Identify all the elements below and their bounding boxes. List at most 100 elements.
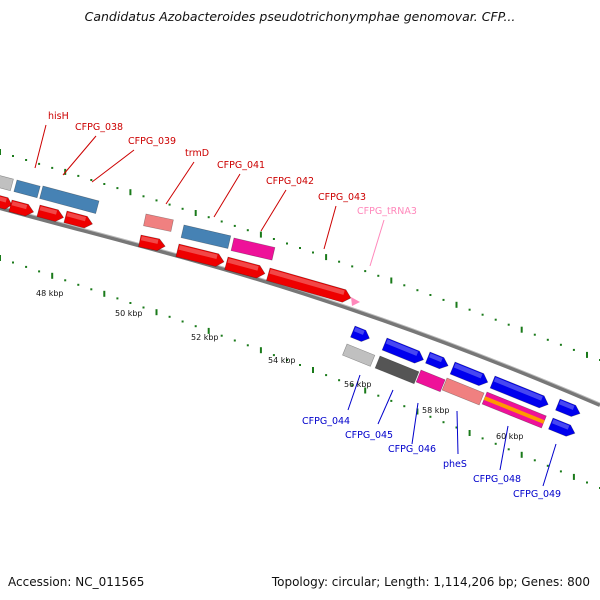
minor-tick xyxy=(455,426,458,429)
major-tick xyxy=(207,327,210,334)
gene-arrow xyxy=(425,351,449,370)
minor-tick xyxy=(299,364,301,366)
major-tick xyxy=(416,408,419,415)
gene-label[interactable]: CFPG_041 xyxy=(217,160,265,171)
gene-label[interactable]: trmD xyxy=(185,148,209,159)
minor-tick xyxy=(181,320,184,323)
gene-label[interactable]: CFPG_044 xyxy=(302,416,350,427)
major-tick xyxy=(0,149,1,155)
minor-tick xyxy=(481,437,484,440)
minor-tick xyxy=(207,216,210,219)
minor-tick xyxy=(12,155,14,157)
gene-arrow xyxy=(350,325,370,342)
minor-tick xyxy=(246,229,249,232)
gene-label[interactable]: CFPG_048 xyxy=(473,474,521,485)
minor-tick xyxy=(272,238,275,240)
leader-line xyxy=(34,124,47,169)
minor-tick xyxy=(481,313,484,316)
leader-line xyxy=(165,161,195,205)
minor-tick xyxy=(246,344,249,347)
major-tick xyxy=(390,277,393,284)
leader-line xyxy=(91,149,135,183)
gene-box xyxy=(230,237,276,261)
leader-line xyxy=(213,173,241,218)
minor-tick xyxy=(12,261,14,264)
leader-line xyxy=(369,219,385,267)
minor-tick xyxy=(220,220,223,223)
gene-label[interactable]: pheS xyxy=(443,459,467,470)
scale-label: 52 kbp xyxy=(191,333,219,342)
minor-tick xyxy=(559,470,562,473)
gene-label[interactable]: CFPG_049 xyxy=(513,489,561,500)
minor-tick xyxy=(77,283,80,286)
leader-line xyxy=(377,389,394,425)
gene-box xyxy=(180,224,232,249)
minor-tick xyxy=(103,183,106,185)
accession-text: Accession: NC_011565 xyxy=(8,575,145,589)
major-tick xyxy=(572,473,575,480)
major-tick xyxy=(364,387,367,394)
minor-tick xyxy=(494,442,497,445)
major-tick xyxy=(129,189,132,196)
gene-arrow xyxy=(555,398,581,417)
cds-arrow xyxy=(36,204,65,222)
major-tick xyxy=(586,351,588,358)
gene-label[interactable]: CFPG_039 xyxy=(128,136,176,147)
gene-box xyxy=(143,213,174,232)
gene-features xyxy=(0,174,581,437)
cds-arrow xyxy=(266,267,352,303)
minor-tick xyxy=(51,166,54,169)
minor-tick xyxy=(325,374,328,377)
major-tick xyxy=(520,326,523,333)
major-tick xyxy=(0,255,1,261)
gene-label[interactable]: CFPG_042 xyxy=(266,176,314,187)
gene-label[interactable]: hisH xyxy=(48,111,69,122)
cds-arrow xyxy=(63,210,93,229)
backbone-highlight xyxy=(0,205,600,404)
minor-tick xyxy=(116,187,119,190)
cds-arrow xyxy=(224,256,266,279)
minor-tick xyxy=(233,224,236,227)
scale-label: 48 kbp xyxy=(36,289,64,298)
minor-tick xyxy=(494,318,497,321)
gene-label[interactable]: CFPG_043 xyxy=(318,192,366,203)
inner-tick-ring xyxy=(0,255,600,489)
cds-arrow xyxy=(175,243,225,267)
major-tick xyxy=(259,347,262,354)
major-tick xyxy=(103,290,106,297)
minor-tick xyxy=(220,334,223,337)
gene-arrow xyxy=(449,361,489,386)
gene-label[interactable]: CFPG_tRNA3 xyxy=(357,206,417,217)
minor-tick xyxy=(507,323,510,326)
minor-tick xyxy=(377,274,380,277)
leader-line xyxy=(411,402,419,445)
minor-tick xyxy=(25,265,28,268)
genome-backbone xyxy=(0,205,600,407)
minor-tick xyxy=(155,199,158,202)
minor-tick xyxy=(64,279,67,282)
minor-tick xyxy=(377,394,380,397)
major-tick xyxy=(325,254,328,261)
genome-stats: Topology: circular; Length: 1,114,206 bp… xyxy=(271,575,590,589)
cds-arrow xyxy=(138,234,166,252)
scale-labels: 48 kbp 50 kbp 52 kbp 54 kbp 56 kbp 58 kbp 60 k… xyxy=(36,289,524,441)
map-title: Candidatus Azobacteroides pseudotrichony… xyxy=(84,9,516,24)
minor-tick xyxy=(286,242,288,245)
gene-label[interactable]: CFPG_046 xyxy=(388,444,436,455)
scale-label: 54 kbp xyxy=(268,356,296,365)
gene-arrow xyxy=(548,417,576,437)
cds-arrow xyxy=(0,194,13,210)
minor-tick xyxy=(364,270,367,273)
minor-tick xyxy=(129,302,132,304)
cds-arrow xyxy=(8,199,35,217)
gene-label[interactable]: CFPG_038 xyxy=(75,122,123,133)
minor-tick xyxy=(38,270,41,273)
gene-label[interactable]: CFPG_045 xyxy=(345,430,393,441)
minor-tick xyxy=(168,315,171,318)
minor-tick xyxy=(546,338,549,341)
minor-tick xyxy=(403,405,406,408)
minor-tick xyxy=(507,448,510,451)
scale-label: 58 kbp xyxy=(422,406,450,415)
major-tick xyxy=(468,430,471,436)
